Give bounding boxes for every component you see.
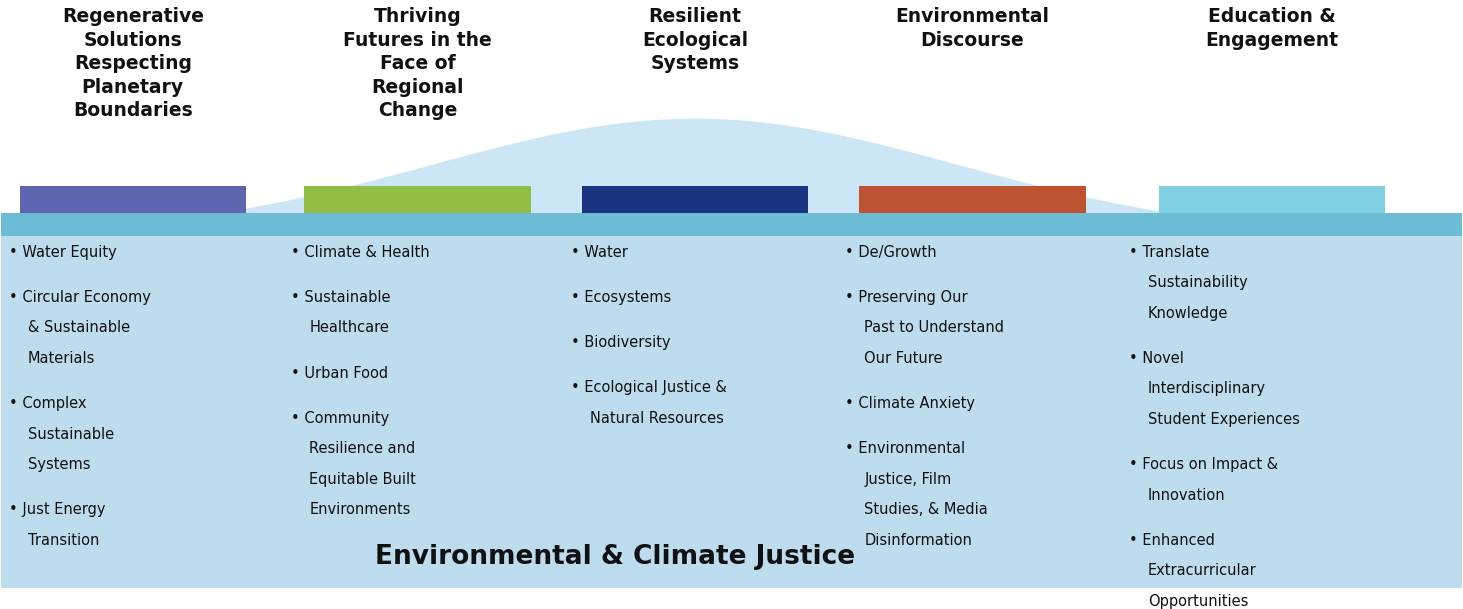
Text: • Enhanced: • Enhanced bbox=[1128, 533, 1214, 547]
Text: • Biodiversity: • Biodiversity bbox=[571, 335, 670, 350]
Text: • Climate Anxiety: • Climate Anxiety bbox=[846, 396, 976, 411]
Text: Our Future: Our Future bbox=[865, 351, 942, 366]
Text: Studies, & Media: Studies, & Media bbox=[865, 502, 988, 517]
Text: • Ecological Justice &: • Ecological Justice & bbox=[571, 380, 727, 395]
Text: Justice, Film: Justice, Film bbox=[865, 472, 951, 487]
Text: Materials: Materials bbox=[28, 351, 95, 366]
Text: Sustainability: Sustainability bbox=[1147, 275, 1248, 290]
Text: Past to Understand: Past to Understand bbox=[865, 320, 1005, 336]
Text: Environmental & Climate Justice: Environmental & Climate Justice bbox=[375, 544, 854, 570]
Text: Extracurricular: Extracurricular bbox=[1147, 563, 1257, 579]
Text: • Climate & Health: • Climate & Health bbox=[291, 245, 429, 260]
Text: • Just Energy: • Just Energy bbox=[9, 502, 105, 517]
Text: • Circular Economy: • Circular Economy bbox=[9, 290, 151, 305]
FancyBboxPatch shape bbox=[1, 236, 1462, 588]
FancyBboxPatch shape bbox=[1159, 186, 1385, 213]
FancyBboxPatch shape bbox=[582, 186, 808, 213]
Text: • Water: • Water bbox=[571, 245, 628, 260]
Text: Interdisciplinary: Interdisciplinary bbox=[1147, 381, 1265, 396]
Text: Natural Resources: Natural Resources bbox=[590, 411, 724, 426]
FancyBboxPatch shape bbox=[859, 186, 1086, 213]
Text: • Water Equity: • Water Equity bbox=[9, 245, 117, 260]
Text: • Translate: • Translate bbox=[1128, 245, 1208, 260]
FancyBboxPatch shape bbox=[304, 186, 531, 213]
FancyBboxPatch shape bbox=[1, 213, 1462, 236]
Text: • Focus on Impact &: • Focus on Impact & bbox=[1128, 457, 1277, 472]
Text: & Sustainable: & Sustainable bbox=[28, 320, 130, 336]
Text: Resilient
Ecological
Systems: Resilient Ecological Systems bbox=[642, 7, 748, 73]
Text: Innovation: Innovation bbox=[1147, 488, 1226, 502]
Text: Healthcare: Healthcare bbox=[310, 320, 389, 336]
Text: Opportunities: Opportunities bbox=[1147, 594, 1248, 609]
Text: • Community: • Community bbox=[291, 411, 389, 426]
Text: • Novel: • Novel bbox=[1128, 351, 1184, 366]
Text: Systems: Systems bbox=[28, 457, 91, 472]
Text: • Ecosystems: • Ecosystems bbox=[571, 290, 672, 305]
Text: • Sustainable: • Sustainable bbox=[291, 290, 391, 305]
Text: Knowledge: Knowledge bbox=[1147, 306, 1227, 321]
Text: Equitable Built: Equitable Built bbox=[310, 472, 417, 487]
Text: Environments: Environments bbox=[310, 502, 411, 517]
FancyBboxPatch shape bbox=[19, 186, 246, 213]
Text: • Environmental: • Environmental bbox=[846, 442, 966, 456]
Text: • Complex: • Complex bbox=[9, 396, 86, 411]
Text: Disinformation: Disinformation bbox=[865, 533, 973, 547]
Text: Thriving
Futures in the
Face of
Regional
Change: Thriving Futures in the Face of Regional… bbox=[344, 7, 492, 120]
Text: Regenerative
Solutions
Respecting
Planetary
Boundaries: Regenerative Solutions Respecting Planet… bbox=[61, 7, 203, 120]
Text: Education &
Engagement: Education & Engagement bbox=[1206, 7, 1339, 50]
Text: Environmental
Discourse: Environmental Discourse bbox=[895, 7, 1049, 50]
Text: Sustainable: Sustainable bbox=[28, 427, 114, 442]
Polygon shape bbox=[1, 119, 1462, 236]
Text: Transition: Transition bbox=[28, 533, 99, 547]
Text: • Urban Food: • Urban Food bbox=[291, 365, 388, 381]
Text: • De/Growth: • De/Growth bbox=[846, 245, 936, 260]
Text: Resilience and: Resilience and bbox=[310, 442, 415, 456]
Text: • Preserving Our: • Preserving Our bbox=[846, 290, 969, 305]
Text: Student Experiences: Student Experiences bbox=[1147, 412, 1299, 427]
